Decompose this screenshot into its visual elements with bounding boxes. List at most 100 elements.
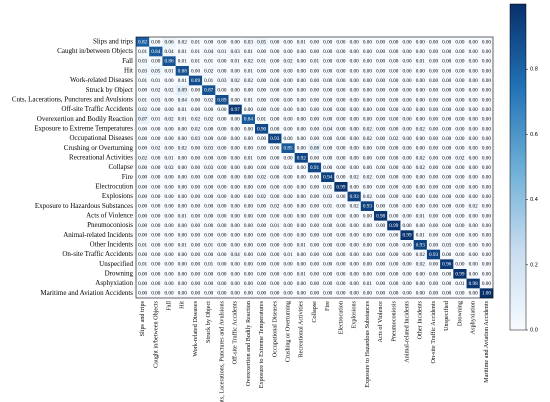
cell-value: 0.05 — [257, 39, 266, 45]
heatmap-cell — [400, 66, 414, 76]
cell-value: 0.00 — [165, 136, 174, 142]
cell-value: 0.01 — [231, 59, 240, 65]
heatmap-cell — [188, 153, 203, 163]
cell-value: 0.00 — [244, 146, 253, 152]
heatmap-cell — [255, 172, 269, 183]
heatmap-cell — [321, 249, 335, 260]
cell-value: 0.00 — [270, 68, 279, 74]
cell-value: 0.00 — [178, 175, 187, 181]
cell-value: 0.00 — [482, 271, 491, 277]
cell-value: 0.00 — [455, 194, 464, 200]
heatmap-cell — [188, 249, 203, 260]
heatmap-cell — [307, 172, 322, 183]
cell-value: 0.86 — [165, 59, 174, 65]
column-label: On-site Traffic Accidents — [430, 300, 437, 363]
heatmap-cell — [479, 182, 494, 192]
cell-value: 0.00 — [455, 291, 464, 297]
heatmap-cell — [374, 191, 388, 202]
cell-value: 0.00 — [469, 242, 478, 248]
cell-value: 0.00 — [151, 175, 160, 181]
cell-value: 0.04 — [323, 126, 332, 132]
column-label: Exposure to Extreme Temperatures — [258, 300, 265, 388]
cell-value: 0.03 — [217, 78, 226, 84]
cell-value: 0.00 — [244, 271, 253, 277]
cell-value: 0.00 — [270, 88, 279, 94]
heatmap-cell — [440, 249, 454, 260]
heatmap-cell — [149, 288, 163, 299]
heatmap-cell — [413, 162, 428, 173]
heatmap-cell — [188, 75, 203, 86]
cell-value: 0.00 — [257, 136, 266, 142]
cell-value: 0.00 — [165, 291, 174, 297]
heatmap-cell — [347, 133, 361, 144]
heatmap-cell — [202, 288, 216, 299]
heatmap-cell — [202, 220, 216, 231]
heatmap-cell — [387, 278, 401, 289]
heatmap-cell — [162, 211, 176, 221]
heatmap-cell — [149, 143, 163, 154]
cell-value: 0.00 — [429, 175, 438, 181]
cell-value: 0.00 — [257, 271, 266, 277]
heatmap-cell — [268, 172, 282, 183]
heatmap-cell — [426, 249, 441, 260]
cell-value: 0.00 — [416, 184, 425, 190]
cell-value: 0.00 — [469, 262, 478, 268]
cell-value: 0.00 — [204, 39, 213, 45]
column-label: Crushing or Overturning — [284, 301, 291, 362]
heatmap-cell — [255, 162, 269, 173]
cell-value: 0.00 — [363, 291, 372, 297]
heatmap-cell — [294, 153, 309, 163]
heatmap-cell — [334, 75, 348, 86]
cell-value: 0.00 — [204, 204, 213, 210]
cell-value: 0.00 — [297, 204, 306, 210]
heatmap-cell — [188, 66, 203, 76]
heatmap-cell — [136, 162, 150, 173]
cell-value: 0.84 — [244, 117, 253, 123]
heatmap-cell — [162, 201, 176, 212]
heatmap-cell — [228, 162, 242, 173]
cell-value: 0.00 — [482, 88, 491, 94]
row-label: Work-related Diseases — [70, 76, 133, 84]
cell-value: 0.00 — [138, 213, 147, 219]
heatmap-cell — [188, 172, 203, 183]
row-label: Caught in/between Objects — [57, 47, 133, 55]
cell-value: 0.00 — [270, 242, 279, 248]
heatmap-cell — [255, 259, 269, 270]
cell-value: 0.00 — [165, 194, 174, 200]
cell-value: 0.00 — [323, 281, 332, 287]
cell-value: 0.02 — [138, 155, 147, 161]
heatmap-cell — [453, 211, 467, 221]
cell-value: 0.00 — [151, 39, 160, 45]
cell-value: 0.00 — [469, 49, 478, 55]
heatmap-cell — [334, 95, 348, 105]
heatmap-cell — [453, 288, 467, 299]
heatmap-cell — [268, 182, 282, 192]
cell-value: 0.00 — [178, 136, 187, 142]
heatmap-cell — [281, 46, 295, 57]
cell-value: 0.00 — [297, 223, 306, 229]
cell-value: 0.00 — [429, 107, 438, 113]
heatmap-cell — [307, 46, 322, 57]
heatmap-cell — [202, 143, 216, 154]
cell-value: 0.00 — [403, 165, 412, 171]
heatmap-cell — [321, 95, 335, 105]
heatmap-cell — [281, 172, 295, 183]
heatmap-cell — [453, 114, 467, 125]
cell-value: 0.01 — [191, 49, 200, 55]
cell-value: 0.00 — [350, 155, 359, 161]
cell-value: 0.00 — [270, 126, 279, 132]
heatmap-cell — [387, 114, 401, 125]
heatmap-cell — [334, 104, 348, 115]
heatmap-cell — [255, 201, 269, 212]
heatmap-cell — [321, 143, 335, 154]
cell-value: 0.01 — [151, 78, 160, 84]
heatmap-cell — [453, 75, 467, 86]
column-label: Exposure to Hazardous Substances — [364, 300, 371, 387]
cell-value: 0.00 — [284, 68, 293, 74]
heatmap-cell — [321, 75, 335, 86]
cell-value: 0.00 — [191, 252, 200, 258]
cell-value: 0.00 — [442, 213, 451, 219]
cell-value: 0.00 — [429, 146, 438, 152]
heatmap-cell — [400, 230, 414, 241]
cell-value: 0.00 — [191, 262, 200, 268]
